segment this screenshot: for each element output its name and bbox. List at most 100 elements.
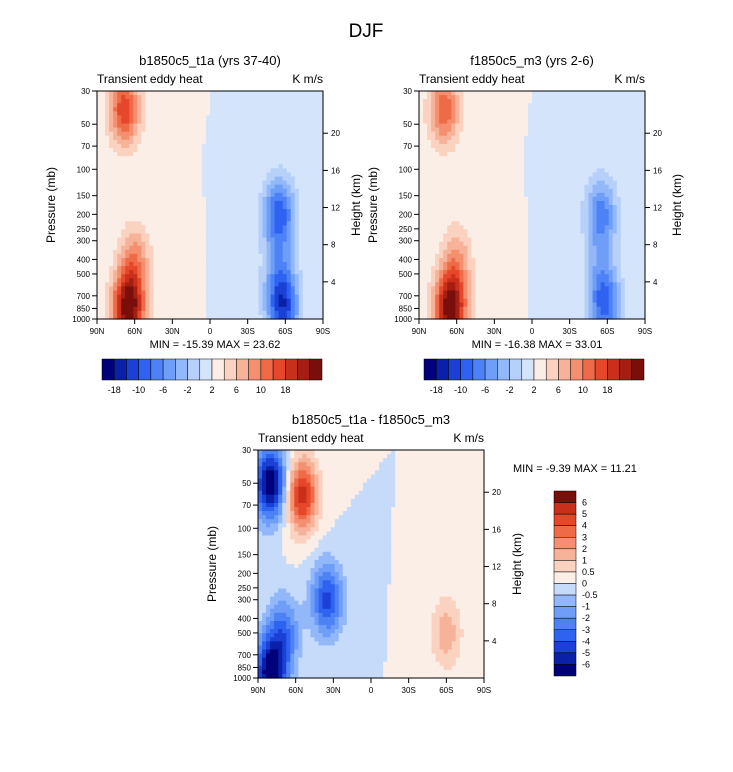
panel-left-field-cell	[157, 302, 163, 308]
panel-right-field-cell	[435, 103, 440, 108]
panel-left-field-cell	[290, 314, 296, 320]
panel-left-field-cell	[302, 103, 308, 108]
panel-left-field-cell	[153, 103, 159, 108]
panel-right-field-cell	[483, 123, 489, 129]
panel-left-field-cell	[234, 139, 239, 145]
panel-left-field-cell	[294, 148, 300, 153]
panel-right-field-cell	[600, 184, 606, 190]
panel-left-field-cell	[193, 225, 199, 231]
panel-left-field-cell	[181, 205, 187, 210]
panel-left-field-cell	[129, 237, 134, 243]
panel-right-field-cell	[423, 135, 428, 141]
panel-right-field-cell	[475, 111, 481, 117]
panel-left-field-cell	[173, 282, 179, 288]
panel-left-field-cell	[197, 262, 203, 267]
panel-left-field-cell	[117, 99, 122, 104]
panel-left-field-cell	[298, 107, 304, 112]
panel-left-field-cell	[189, 196, 195, 202]
panel-left-field-cell	[214, 160, 219, 165]
panel-left-field-cell	[101, 103, 106, 108]
panel-right-field-cell	[620, 99, 626, 104]
panel-left-field-cell	[165, 139, 171, 145]
panel-left-field-cell	[266, 221, 272, 226]
panel-right-field-cell	[580, 131, 586, 137]
panel-right-field-cell	[556, 172, 561, 178]
panel-left-field-cell	[262, 290, 268, 296]
panel-left-field-cell	[298, 233, 304, 239]
panel-right-field-cell	[427, 123, 432, 129]
panel-left-field-cell	[222, 245, 227, 251]
panel-right-field-cell	[467, 156, 473, 161]
panel-right-field-cell	[507, 91, 513, 96]
panel-right-field-cell	[443, 160, 448, 165]
panel-right-field-cell	[419, 148, 424, 153]
panel-left-field-cell	[137, 95, 142, 100]
panel-left-field-cell	[318, 99, 324, 104]
panel-right-field-cell	[491, 127, 497, 133]
panel-right-field-cell	[620, 196, 626, 202]
panel-left-field-cell	[298, 306, 304, 312]
panel-right-field-cell	[523, 172, 529, 178]
panel-left-field-cell	[101, 95, 106, 100]
panel-left-field-cell	[282, 188, 288, 194]
panel-left-field-cell	[266, 302, 272, 308]
panel-left-field-cell	[302, 262, 308, 267]
panel-right-field-cell	[556, 188, 561, 194]
panel-right-field-cell	[467, 127, 473, 133]
panel-left-field-cell	[165, 192, 171, 198]
panel-left-field-cell	[189, 221, 195, 226]
panel-left-field-cell	[282, 278, 288, 283]
panel-left-field-cell	[226, 184, 231, 190]
panel-right-field-cell	[536, 180, 541, 186]
panel-right-field-cell	[499, 139, 505, 145]
panel-right-field-cell	[624, 160, 630, 165]
panel-left-field-cell	[218, 274, 223, 279]
panel-left-field-cell	[318, 302, 324, 308]
panel-left-field-cell	[185, 274, 191, 279]
panel-left-field-cell	[153, 196, 159, 202]
panel-left-field-cell	[145, 274, 151, 279]
panel-left-field-cell	[218, 253, 223, 259]
panel-right-field-cell	[556, 213, 561, 218]
panel-left-field-cell	[189, 253, 195, 259]
panel-right-field-cell	[540, 95, 545, 100]
panel-left-field-cell	[294, 176, 300, 182]
panel-left-field-cell	[133, 257, 138, 263]
panel-left-field-cell	[201, 119, 207, 125]
panel-left-field-cell	[157, 156, 163, 161]
panel-right-field-cell	[588, 131, 594, 137]
panel-right-field-cell	[447, 107, 452, 112]
panel-left-field-cell	[274, 184, 280, 190]
panel-right-field-cell	[536, 213, 541, 218]
panel-left-field-cell	[314, 188, 320, 194]
panel-right-field-cell	[475, 131, 481, 137]
panel-left-field-cell	[314, 148, 320, 153]
panel-right-field-cell	[548, 103, 553, 108]
panel-right-field-cell	[431, 135, 436, 141]
panel-right-field-cell	[503, 160, 509, 165]
panel-left-field-cell	[270, 310, 276, 316]
panel-right-field-cell	[455, 111, 460, 117]
panel-left-field-cell	[97, 306, 102, 312]
panel-right-field-cell	[431, 148, 436, 153]
panel-right-field-cell	[540, 176, 545, 182]
panel-left-field-cell	[286, 209, 292, 214]
panel-left-field-cell	[133, 314, 138, 320]
panel-left-field-cell	[177, 115, 183, 121]
panel-left-field-cell	[181, 139, 187, 145]
panel-right-field-cell	[532, 99, 537, 104]
panel-left-field-cell	[165, 160, 171, 165]
panel-left-field-cell	[121, 184, 126, 190]
panel-right-field-cell	[471, 192, 477, 198]
panel-right-field-cell	[580, 119, 586, 125]
panel-left-field-cell	[242, 302, 247, 308]
panel-left-field-cell	[294, 266, 300, 271]
panel-right-field-cell	[483, 164, 489, 169]
panel-left-field-cell	[141, 294, 147, 300]
panel-left-field-cell	[222, 225, 227, 231]
panel-right-field-cell	[459, 196, 464, 202]
panel-right-field-cell	[519, 168, 525, 174]
panel-left-field-cell	[173, 184, 179, 190]
panel-left-field-cell	[97, 168, 102, 174]
panel-left-ytick-label: 700	[77, 292, 91, 301]
